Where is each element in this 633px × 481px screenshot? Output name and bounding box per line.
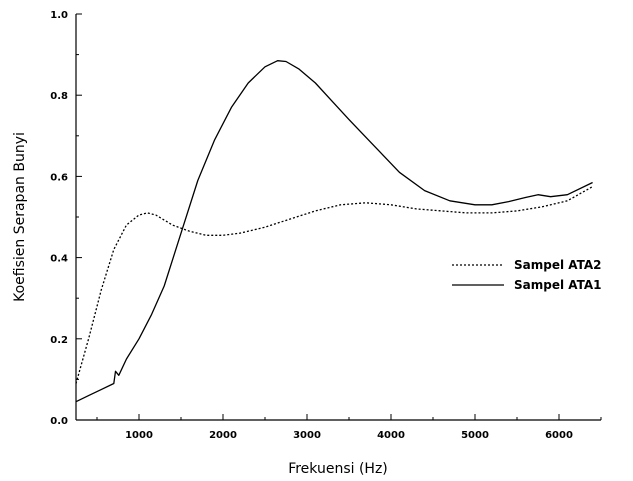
- series-layer: [75, 60, 593, 403]
- legend-label: Sampel ATA2: [514, 258, 602, 272]
- series-line-sampel-ata1: [75, 60, 593, 403]
- y-tick-label: 0.0: [50, 416, 68, 427]
- y-tick-label: 0.2: [50, 335, 68, 346]
- legend: Sampel ATA2 Sampel ATA1: [452, 258, 602, 292]
- x-axis-title: Frekuensi (Hz): [288, 461, 388, 477]
- plot-frame: [75, 14, 601, 421]
- x-tick-label: 1000: [125, 430, 153, 441]
- x-tick-label: 3000: [293, 430, 321, 441]
- x-tick-label: 2000: [209, 430, 237, 441]
- y-tick-label: 1.0: [50, 10, 68, 21]
- series-line-sampel-ata2: [75, 186, 593, 384]
- x-ticks: 1000 2000 3000 4000 5000 6000: [96, 414, 602, 441]
- x-tick-label: 6000: [545, 430, 573, 441]
- x-tick-label: 5000: [461, 430, 489, 441]
- x-tick-label: 4000: [377, 430, 405, 441]
- y-tick-label: 0.8: [50, 91, 68, 102]
- y-axis-title: Koefisien Serapan Bunyi: [12, 132, 28, 302]
- y-ticks: 0.0 0.2 0.4 0.6 0.8 1.0: [50, 10, 82, 427]
- y-tick-label: 0.4: [50, 254, 68, 265]
- y-tick-label: 0.6: [50, 172, 68, 183]
- legend-label: Sampel ATA1: [514, 278, 602, 292]
